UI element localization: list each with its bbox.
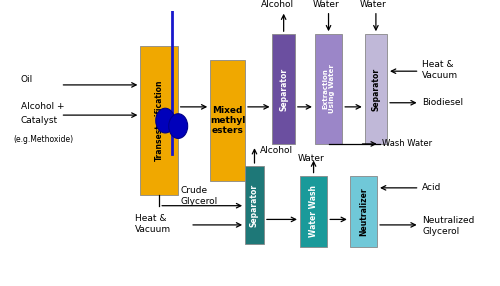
Text: Catalyst: Catalyst <box>20 116 58 125</box>
Text: Transesterification: Transesterification <box>154 80 164 161</box>
Text: Glycerol: Glycerol <box>180 197 218 206</box>
Ellipse shape <box>168 114 188 138</box>
Text: (e.g.Methoxide): (e.g.Methoxide) <box>13 135 74 144</box>
Text: Mixed
methyl
esters: Mixed methyl esters <box>210 106 245 136</box>
Bar <box>364 34 387 144</box>
Text: Biodiesel: Biodiesel <box>422 98 463 107</box>
Text: Neutralized: Neutralized <box>422 216 474 225</box>
Text: Glycerol: Glycerol <box>422 227 460 236</box>
Bar <box>315 34 342 144</box>
Ellipse shape <box>156 108 174 133</box>
Text: Vacuum: Vacuum <box>136 225 172 234</box>
Bar <box>272 34 295 144</box>
Text: Alcohol: Alcohol <box>260 146 293 155</box>
Text: Acid: Acid <box>422 183 442 192</box>
Text: Water: Water <box>360 0 386 9</box>
Text: Water: Water <box>298 154 324 163</box>
Text: Heat &: Heat & <box>422 60 454 69</box>
Text: Water: Water <box>312 0 339 9</box>
Text: Separator: Separator <box>279 67 288 111</box>
Text: Water Wash: Water Wash <box>309 185 318 237</box>
Text: Vacuum: Vacuum <box>422 71 458 80</box>
Text: Heat &: Heat & <box>136 214 167 223</box>
Text: Neutralizer: Neutralizer <box>359 187 368 235</box>
Bar <box>210 60 245 181</box>
Text: Crude: Crude <box>180 186 208 195</box>
Bar <box>300 176 328 247</box>
Text: Separator: Separator <box>372 67 380 111</box>
Bar <box>350 176 377 247</box>
Text: Alcohol +: Alcohol + <box>20 102 64 111</box>
Text: Separator: Separator <box>250 183 259 227</box>
Bar <box>140 47 177 195</box>
Text: Alcohol: Alcohol <box>261 0 294 9</box>
Bar <box>245 166 264 244</box>
Text: Oil: Oil <box>20 75 33 84</box>
Text: Wash Water: Wash Water <box>382 140 432 148</box>
Text: Extraction
Using Water: Extraction Using Water <box>322 65 335 114</box>
